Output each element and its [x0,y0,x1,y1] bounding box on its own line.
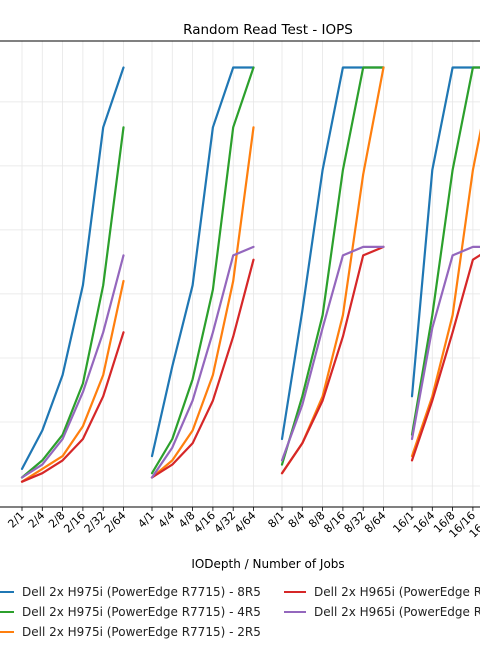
x-tick-label: 2/4 [26,509,48,531]
grid [0,41,480,507]
x-axis-label: IODepth / Number of Jobs [191,557,344,571]
series-3-group-1-line [150,258,255,479]
x-tick-label: 4/1 [135,509,157,531]
series-2-group-3-line [410,128,480,458]
legend-item-2r5: Dell 2x H975i (PowerEdge R7715) - 2R5 [0,622,261,642]
x-tick-label: 2/32 [82,509,109,536]
x-tick-label: 4/64 [232,509,259,536]
x-tick-label: 8/32 [342,509,369,536]
legend-swatch-h965i-purple [284,611,306,613]
series-0-group-1-line [150,66,255,458]
series-2-group-0-line [20,279,125,483]
legend-item-8r5: Dell 2x H975i (PowerEdge R7715) - 8R5 [0,582,261,602]
x-tick-label: 4/32 [212,509,239,536]
legend-swatch-4r5 [0,611,14,613]
x-tick-label: 2/1 [5,509,27,531]
series-4-group-1-line [150,245,255,479]
series-3-group-3-line [410,253,480,462]
series-lines [20,66,480,483]
series-1-group-0-line [20,126,125,479]
legend-label-h965i-purple: Dell 2x H965i (PowerEdge R7715) [314,605,480,619]
x-tick-label: 2/64 [102,509,129,536]
x-tick-label: 8/1 [265,509,287,531]
series-1-group-1-line [150,66,255,475]
legend-swatch-8r5 [0,591,14,593]
x-tick-label: 8/16 [321,509,348,536]
legend-label-2r5: Dell 2x H975i (PowerEdge R7715) - 2R5 [22,625,261,639]
series-3-group-0-line [20,331,125,483]
x-tick-label: 8/64 [362,509,389,536]
x-tick-label: 2/16 [61,509,88,536]
x-tick-label: 4/16 [191,509,218,536]
legend-item-h965i-red: Dell 2x H965i (PowerEdge R7715) [284,582,480,602]
plot-frame [0,40,480,508]
chart: Random Read Test - IOPS 2/12/42/82/162/3… [0,22,480,571]
series-3-group-2-line [280,245,385,475]
series-2-group-1-line [150,126,255,479]
x-tick-label: 4/4 [156,509,178,531]
series-4-group-0-line [20,254,125,479]
legend-item-4r5: Dell 2x H975i (PowerEdge R7715) - 4R5 [0,602,261,622]
legend-swatch-2r5 [0,631,14,633]
x-tick-label: 16/4 [411,509,438,536]
chart-title: Random Read Test - IOPS [183,22,353,38]
legend-label-4r5: Dell 2x H975i (PowerEdge R7715) - 4R5 [22,605,261,619]
legend-label-8r5: Dell 2x H975i (PowerEdge R7715) - 8R5 [22,585,261,599]
legend-item-h965i-purple: Dell 2x H965i (PowerEdge R7715) [284,602,480,622]
x-tick-label: 8/4 [286,509,308,531]
series-4-group-3-line [410,245,480,441]
legend-swatch-h965i-red [284,591,306,593]
legend: Dell 2x H975i (PowerEdge R7715) - 8R5 De… [0,580,480,642]
x-tick-label: 16/1 [390,509,417,536]
series-1-group-3-line [410,66,480,436]
series-4-group-2-line [280,245,385,462]
series-0-group-0-line [20,66,125,470]
legend-label-h965i-red: Dell 2x H965i (PowerEdge R7715) [314,585,480,599]
series-1-group-2-line [280,66,385,466]
series-0-group-3-line [410,66,480,398]
x-ticks: 2/12/42/82/162/322/64 4/14/44/84/164/324/… [5,507,480,541]
